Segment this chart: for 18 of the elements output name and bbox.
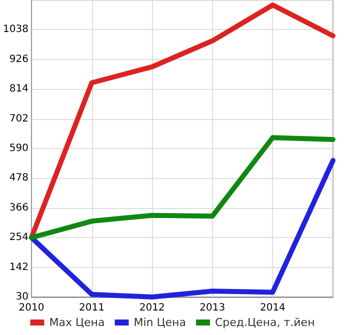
legend-label: Max Цена [49,316,105,329]
x-tick-label: 2013 [200,302,226,314]
y-tick-label: 478 [9,172,28,184]
y-tick-label: 926 [9,54,28,65]
x-tick-label: 2010 [18,302,44,314]
y-tick-label: 590 [9,143,28,154]
x-tick-label: 2014 [260,302,286,314]
x-tick-label: 2011 [79,302,104,314]
y-tick-label: 1038 [2,24,28,36]
y-tick-label: 142 [9,262,28,273]
y-tick-label: 702 [9,113,28,124]
y-tick-label: 814 [9,84,28,95]
legend-label: Сред.Цена, т.йен [214,316,315,329]
y-tick-label: 30 [16,292,28,302]
x-tick-label: 2012 [139,302,165,314]
y-tick-label: 366 [9,202,28,214]
y-tick-label: 254 [9,232,28,244]
legend-label: Min Цена [134,316,186,329]
